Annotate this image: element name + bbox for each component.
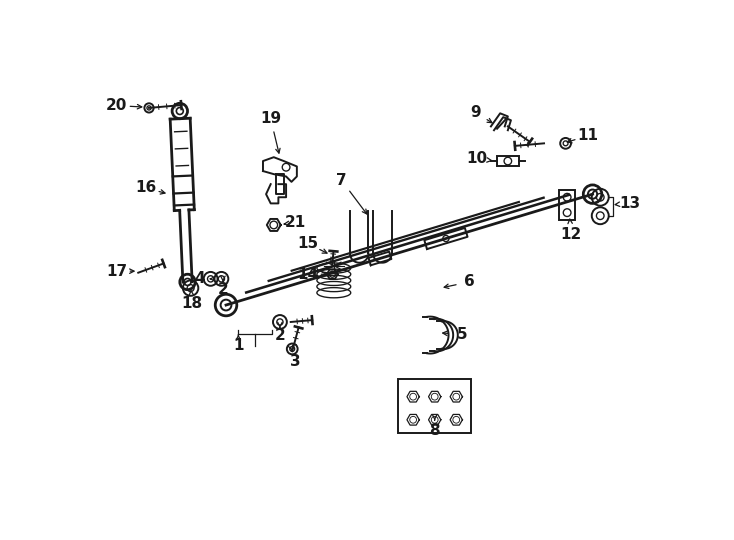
Text: 12: 12 [560,227,581,242]
Text: 19: 19 [260,111,281,126]
Bar [559,190,575,220]
Text: 13: 13 [619,196,640,211]
Text: 16: 16 [135,180,156,195]
Bar [398,379,471,433]
Text: 18: 18 [181,296,203,311]
Text: 5: 5 [457,327,467,342]
Text: 1: 1 [233,339,244,353]
Bar [497,156,519,166]
Text: 20: 20 [106,98,128,113]
Text: 3: 3 [290,354,301,369]
Text: 14: 14 [297,267,319,282]
Text: 2: 2 [275,328,286,343]
Text: 4: 4 [195,272,206,286]
Text: 8: 8 [429,423,440,438]
Text: 17: 17 [106,264,127,279]
Text: 7: 7 [336,173,347,188]
Text: 9: 9 [470,105,481,120]
Text: 11: 11 [578,128,598,143]
Text: 15: 15 [297,236,319,251]
Text: 10: 10 [467,151,487,166]
Text: 21: 21 [285,215,306,230]
Text: 6: 6 [464,274,475,289]
Text: 2: 2 [217,282,228,297]
